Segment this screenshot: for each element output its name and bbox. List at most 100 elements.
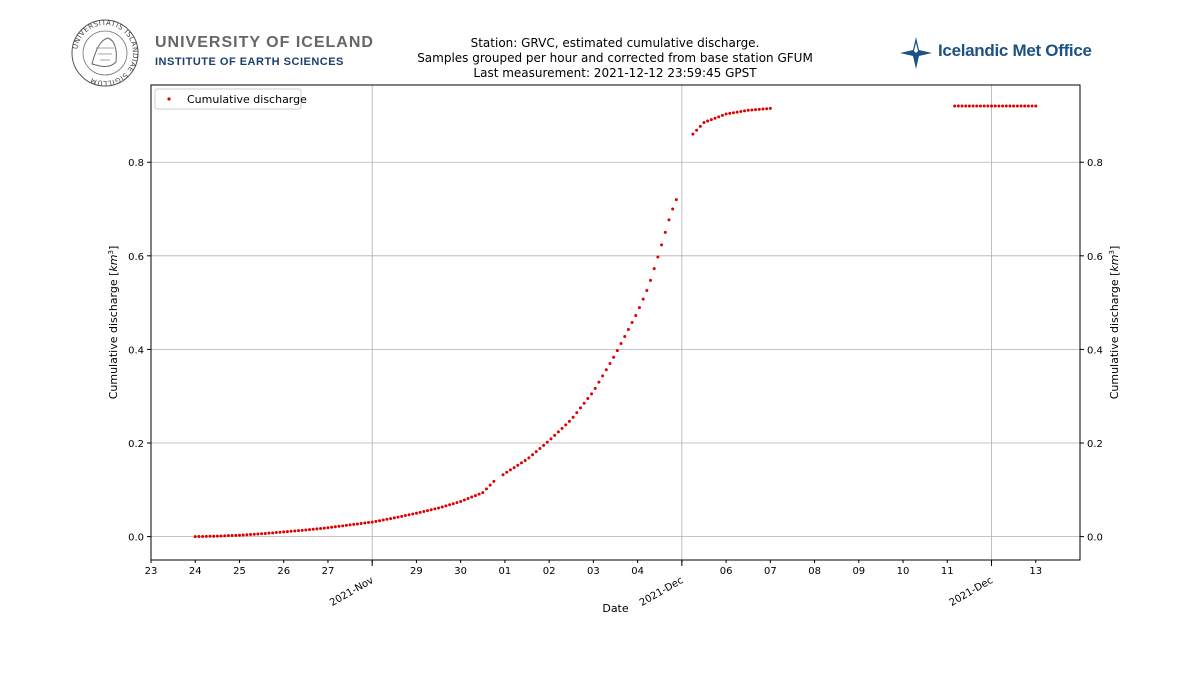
y-axis-label-unit: km bbox=[107, 254, 120, 271]
data-point bbox=[501, 473, 505, 477]
data-point bbox=[601, 374, 605, 378]
met-office-name: Icelandic Met Office bbox=[938, 41, 1092, 60]
data-point bbox=[538, 446, 542, 450]
data-point bbox=[252, 532, 256, 536]
data-point bbox=[512, 466, 516, 470]
data-point bbox=[567, 419, 571, 423]
data-point bbox=[709, 118, 713, 122]
data-point bbox=[652, 267, 656, 271]
legend-label: Cumulative discharge bbox=[187, 93, 307, 106]
data-point bbox=[488, 483, 492, 487]
x-tick-label: 26 bbox=[277, 566, 290, 577]
x-tick-label: 13 bbox=[1029, 566, 1042, 577]
data-point bbox=[389, 517, 393, 521]
data-point bbox=[674, 198, 678, 202]
data-point bbox=[367, 521, 370, 525]
title-line-2: Samples grouped per hour and corrected f… bbox=[417, 51, 813, 65]
data-point bbox=[400, 514, 404, 518]
data-point bbox=[322, 526, 326, 530]
data-point bbox=[746, 108, 750, 112]
data-point bbox=[193, 535, 197, 539]
y-axis-label-unit: km bbox=[1108, 254, 1121, 271]
data-point bbox=[470, 495, 474, 499]
data-point bbox=[414, 511, 418, 515]
data-point bbox=[671, 207, 675, 211]
data-point bbox=[564, 423, 568, 427]
data-point bbox=[278, 530, 282, 534]
x-tick-label: 01 bbox=[499, 566, 512, 577]
data-point bbox=[201, 534, 205, 538]
data-point bbox=[341, 524, 345, 528]
data-points bbox=[193, 104, 1038, 539]
data-point bbox=[381, 518, 385, 522]
data-point bbox=[392, 516, 396, 520]
y-tick-label-right: 0.6 bbox=[1087, 252, 1103, 263]
data-point bbox=[267, 531, 271, 535]
y-axis-label-left: Cumulative discharge [km3] bbox=[107, 246, 120, 400]
x-tick-label: 29 bbox=[410, 566, 423, 577]
data-point bbox=[451, 502, 455, 506]
data-point bbox=[234, 533, 238, 537]
data-point bbox=[304, 528, 308, 532]
institute-name: INSTITUTE OF EARTH SCIENCES bbox=[155, 56, 344, 68]
data-point bbox=[1019, 104, 1023, 108]
data-point bbox=[505, 470, 509, 474]
data-point bbox=[634, 313, 638, 317]
data-point bbox=[411, 512, 415, 516]
data-point bbox=[549, 437, 553, 441]
data-point bbox=[337, 524, 341, 528]
y-axis-label-text: Cumulative discharge [ bbox=[1108, 272, 1121, 400]
met-office-logo-icon bbox=[900, 37, 932, 69]
data-point bbox=[378, 519, 382, 523]
data-point bbox=[226, 534, 230, 538]
data-point bbox=[448, 503, 452, 507]
data-point bbox=[757, 107, 761, 111]
data-point bbox=[735, 110, 739, 114]
data-point bbox=[623, 335, 627, 339]
data-point bbox=[374, 519, 378, 523]
data-point bbox=[407, 513, 411, 517]
data-point bbox=[440, 505, 444, 509]
data-point bbox=[359, 522, 363, 525]
data-point bbox=[706, 119, 710, 123]
data-point bbox=[656, 255, 660, 259]
data-point bbox=[556, 430, 560, 434]
data-point bbox=[418, 510, 422, 514]
data-point bbox=[245, 533, 249, 537]
data-point bbox=[396, 515, 400, 519]
y-tick-label-right: 0.8 bbox=[1087, 158, 1103, 169]
data-point bbox=[724, 112, 728, 116]
legend-marker bbox=[167, 97, 171, 101]
axis-ticks: 0.0 0.0 0.2 0.2 0.4 0.4 0.6 0.6 0.8 0.8 23 24 25 26 27… bbox=[128, 158, 1103, 609]
data-point bbox=[352, 522, 356, 526]
data-point bbox=[1034, 104, 1038, 108]
data-point bbox=[481, 491, 485, 495]
header: UNIVERSITATIS ISLANDIAE SIGILLUM UNIVERS… bbox=[0, 0, 1200, 90]
data-point bbox=[466, 497, 470, 501]
data-point bbox=[1012, 104, 1016, 108]
y-tick-label-left: 0.4 bbox=[128, 345, 144, 356]
data-point bbox=[403, 514, 407, 518]
data-point bbox=[249, 533, 253, 536]
data-point bbox=[971, 104, 975, 108]
data-point bbox=[553, 433, 557, 437]
data-point bbox=[964, 104, 968, 108]
y-tick-label-right: 0.4 bbox=[1087, 345, 1103, 356]
y-axis-label-sup: 3 bbox=[107, 250, 115, 254]
data-point bbox=[571, 415, 575, 419]
y-tick-label-left: 0.2 bbox=[128, 439, 144, 450]
data-point bbox=[237, 533, 241, 537]
data-point bbox=[953, 104, 957, 108]
data-point bbox=[663, 230, 667, 234]
data-point bbox=[326, 526, 330, 530]
data-point bbox=[223, 534, 227, 538]
data-point bbox=[641, 297, 645, 301]
data-point bbox=[534, 450, 538, 454]
data-point bbox=[1030, 104, 1034, 108]
data-point bbox=[385, 517, 389, 521]
data-point bbox=[212, 534, 216, 538]
data-point bbox=[615, 349, 619, 353]
data-point bbox=[586, 397, 590, 401]
data-point bbox=[660, 243, 664, 247]
